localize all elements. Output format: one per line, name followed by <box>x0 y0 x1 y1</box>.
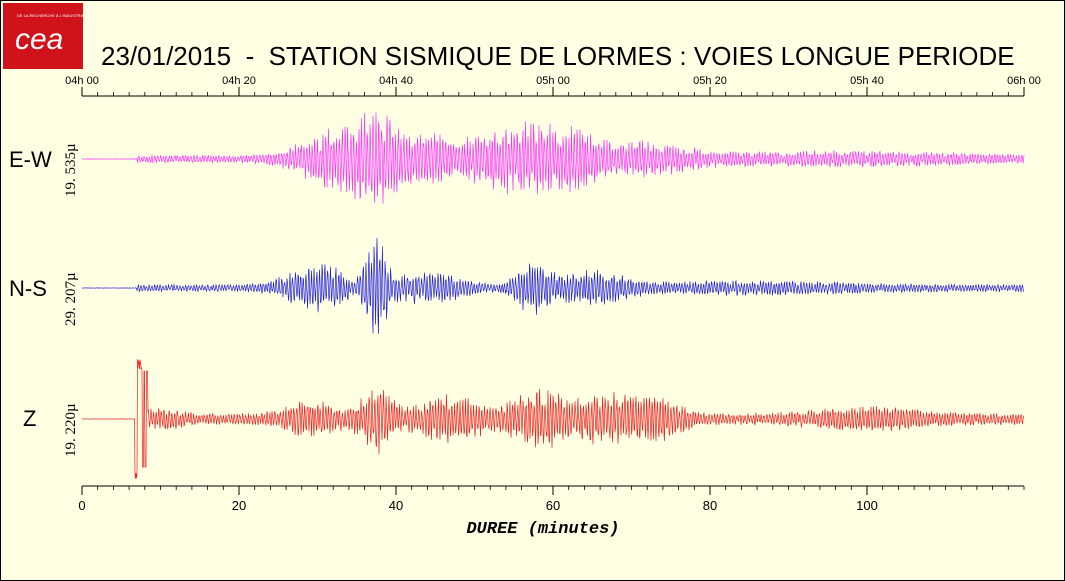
channel-label: N-S <box>9 276 47 301</box>
top-tick-label: 05h 00 <box>536 75 570 87</box>
scale-label: 29. 207µ <box>63 272 79 326</box>
scale-label: 19. 535µ <box>63 143 79 197</box>
x-axis-label: DUREE (minutes) <box>466 520 619 539</box>
seismic-trace <box>81 112 1025 204</box>
bottom-tick-label: 40 <box>389 498 403 513</box>
seismic-trace <box>81 237 1025 334</box>
bottom-tick-label: 20 <box>232 498 246 513</box>
trace-e-w <box>81 112 1025 204</box>
cea-logo: DE LA RECHERCHE À L'INDUSTRIE cea <box>3 3 85 69</box>
logo-tagline: DE LA RECHERCHE À L'INDUSTRIE <box>17 13 85 18</box>
top-tick-label: 05h 40 <box>850 75 884 87</box>
scale-label: 19. 220µ <box>63 403 79 457</box>
bottom-tick-label: 60 <box>546 498 560 513</box>
top-tick-label: 04h 20 <box>222 75 256 87</box>
bottom-tick-label: 100 <box>856 498 878 513</box>
bottom-tick-label: 80 <box>703 498 717 513</box>
trace-z <box>81 359 1025 479</box>
top-tick-label: 06h 00 <box>1007 75 1041 87</box>
chart-title: 23/01/2015 - STATION SISMIQUE DE LORMES … <box>101 41 1015 71</box>
top-tick-label: 04h 00 <box>65 75 99 87</box>
top-tick-label: 04h 40 <box>379 75 413 87</box>
channel-label: E-W <box>9 147 52 172</box>
channel-label: Z <box>23 406 36 431</box>
seismic-trace <box>81 359 1025 479</box>
bottom-tick-label: 0 <box>78 498 85 513</box>
logo-wordmark: cea <box>15 23 64 56</box>
top-tick-label: 05h 20 <box>693 75 727 87</box>
trace-n-s <box>81 237 1025 334</box>
